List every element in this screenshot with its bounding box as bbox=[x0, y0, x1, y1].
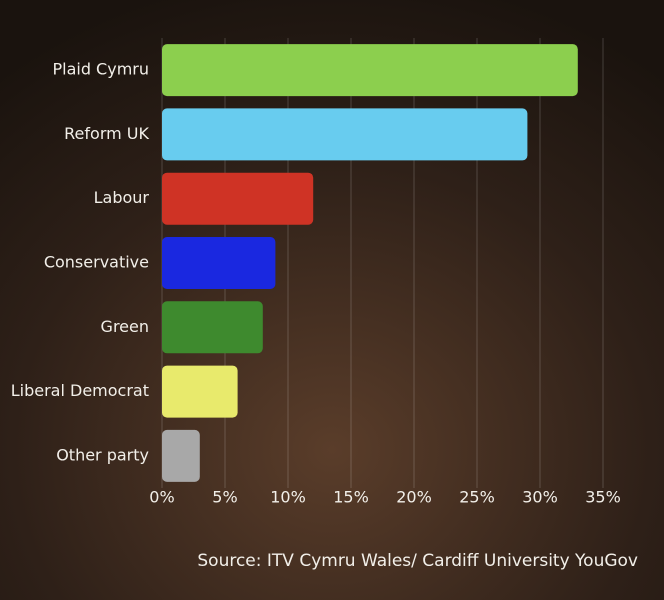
bar bbox=[162, 365, 238, 418]
x-tick-label: 35% bbox=[585, 488, 621, 507]
bar bbox=[162, 237, 276, 289]
x-tick-label: 20% bbox=[396, 488, 432, 507]
y-tick-label: Liberal Democrat bbox=[11, 381, 149, 400]
bar bbox=[162, 429, 200, 482]
bar bbox=[162, 301, 263, 354]
y-tick-label: Green bbox=[101, 317, 149, 336]
x-tick-label: 5% bbox=[212, 488, 237, 507]
x-tick-label: 30% bbox=[522, 488, 558, 507]
source-note: Source: ITV Cymru Wales/ Cardiff Univers… bbox=[197, 551, 638, 571]
y-tick-label: Reform UK bbox=[64, 124, 149, 143]
x-tick-label: 15% bbox=[333, 488, 369, 507]
y-tick-label: Conservative bbox=[44, 253, 149, 272]
bar bbox=[162, 44, 578, 97]
y-tick-label: Other party bbox=[56, 445, 149, 464]
x-tick-label: 0% bbox=[149, 488, 174, 507]
y-tick-label: Labour bbox=[94, 188, 150, 207]
y-tick-label: Plaid Cymru bbox=[52, 60, 149, 79]
bar bbox=[162, 172, 314, 225]
x-tick-label: 10% bbox=[270, 488, 306, 507]
bar bbox=[162, 108, 528, 161]
x-tick-label: 25% bbox=[459, 488, 495, 507]
